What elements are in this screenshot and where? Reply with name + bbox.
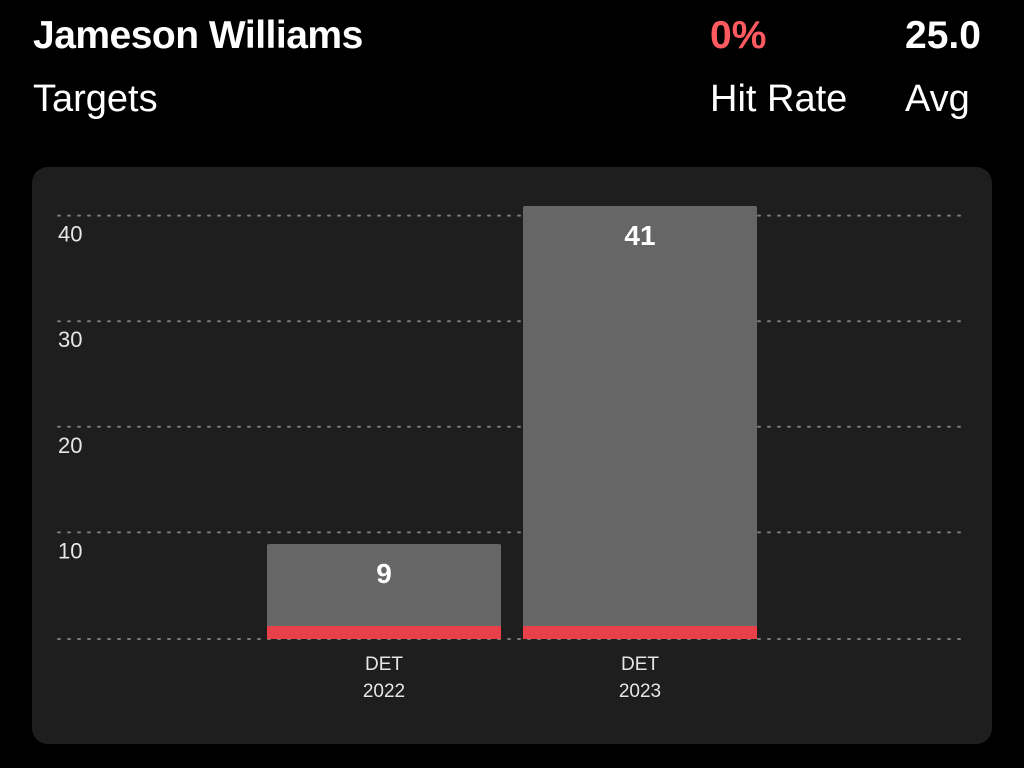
category-team-label: DET: [621, 654, 659, 675]
avg-label: Avg: [905, 78, 970, 120]
avg-value: 25.0: [905, 14, 981, 57]
y-tick-label: 20: [58, 433, 82, 458]
hit-rate-value: 0%: [710, 14, 767, 57]
bar-miss-indicator: [267, 626, 501, 639]
player-name: Jameson Williams: [33, 14, 363, 57]
header: Jameson Williams Targets 0% Hit Rate 25.…: [0, 0, 1024, 150]
category-year-label: 2023: [619, 681, 661, 702]
stat-type: Targets: [33, 78, 158, 120]
bar-chart: 9 DET 2022 41 DET 2023 10 20 30 40: [57, 206, 967, 702]
chart-card: 9 DET 2022 41 DET 2023 10 20 30 40: [32, 167, 992, 744]
category-team-label: DET: [365, 654, 403, 675]
bar-miss-indicator: [523, 626, 757, 639]
bar: [267, 543, 501, 639]
y-tick-label: 30: [58, 327, 82, 352]
bar-value-label: 41: [624, 220, 655, 251]
bar-value-label: 9: [376, 558, 392, 589]
bar-group: 41 DET 2023: [523, 206, 757, 702]
y-tick-label: 40: [58, 222, 82, 247]
y-tick-label: 10: [58, 538, 82, 563]
category-year-label: 2022: [363, 681, 405, 702]
hit-rate-label: Hit Rate: [710, 78, 848, 120]
bar: [523, 206, 757, 639]
bar-group: 9 DET 2022: [267, 543, 501, 702]
